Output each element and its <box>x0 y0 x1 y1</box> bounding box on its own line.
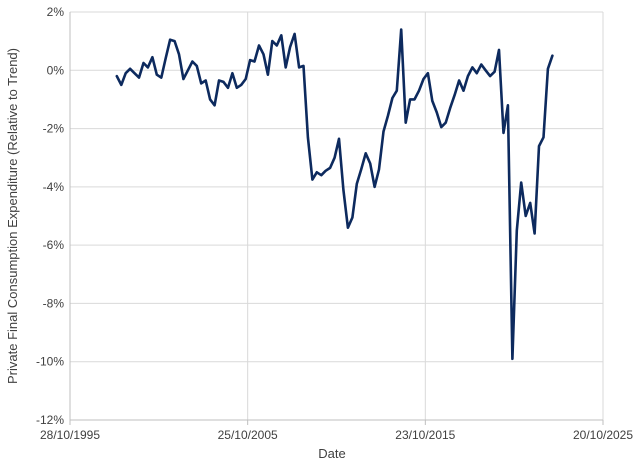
axes <box>69 12 604 425</box>
y-tick-label: -8% <box>43 296 65 310</box>
y-tick-label: 0% <box>47 63 65 77</box>
y-tick-label: -2% <box>43 122 65 136</box>
x-tick-label: 25/10/2005 <box>218 428 278 442</box>
y-tick-label: -10% <box>36 355 64 369</box>
series-group <box>115 28 554 361</box>
y-axis-title: Private Final Consumption Expenditure (R… <box>5 48 20 384</box>
gridlines <box>69 11 604 421</box>
x-tick-labels: 28/10/1995 25/10/2005 23/10/2015 20/10/2025 <box>40 428 633 442</box>
y-tick-label: -12% <box>36 413 64 427</box>
y-tick-label: -6% <box>43 238 65 252</box>
y-tick-label: 2% <box>47 5 65 19</box>
x-tick-label: 28/10/1995 <box>40 428 100 442</box>
y-tick-labels: 2% 0% -2% -4% -6% -8% -10% -12% <box>36 5 64 427</box>
x-tick-label: 23/10/2015 <box>395 428 455 442</box>
x-axis-title: Date <box>318 446 345 461</box>
y-tick-label: -4% <box>43 180 65 194</box>
x-tick-label: 20/10/2025 <box>573 428 633 442</box>
series-line <box>115 28 554 361</box>
